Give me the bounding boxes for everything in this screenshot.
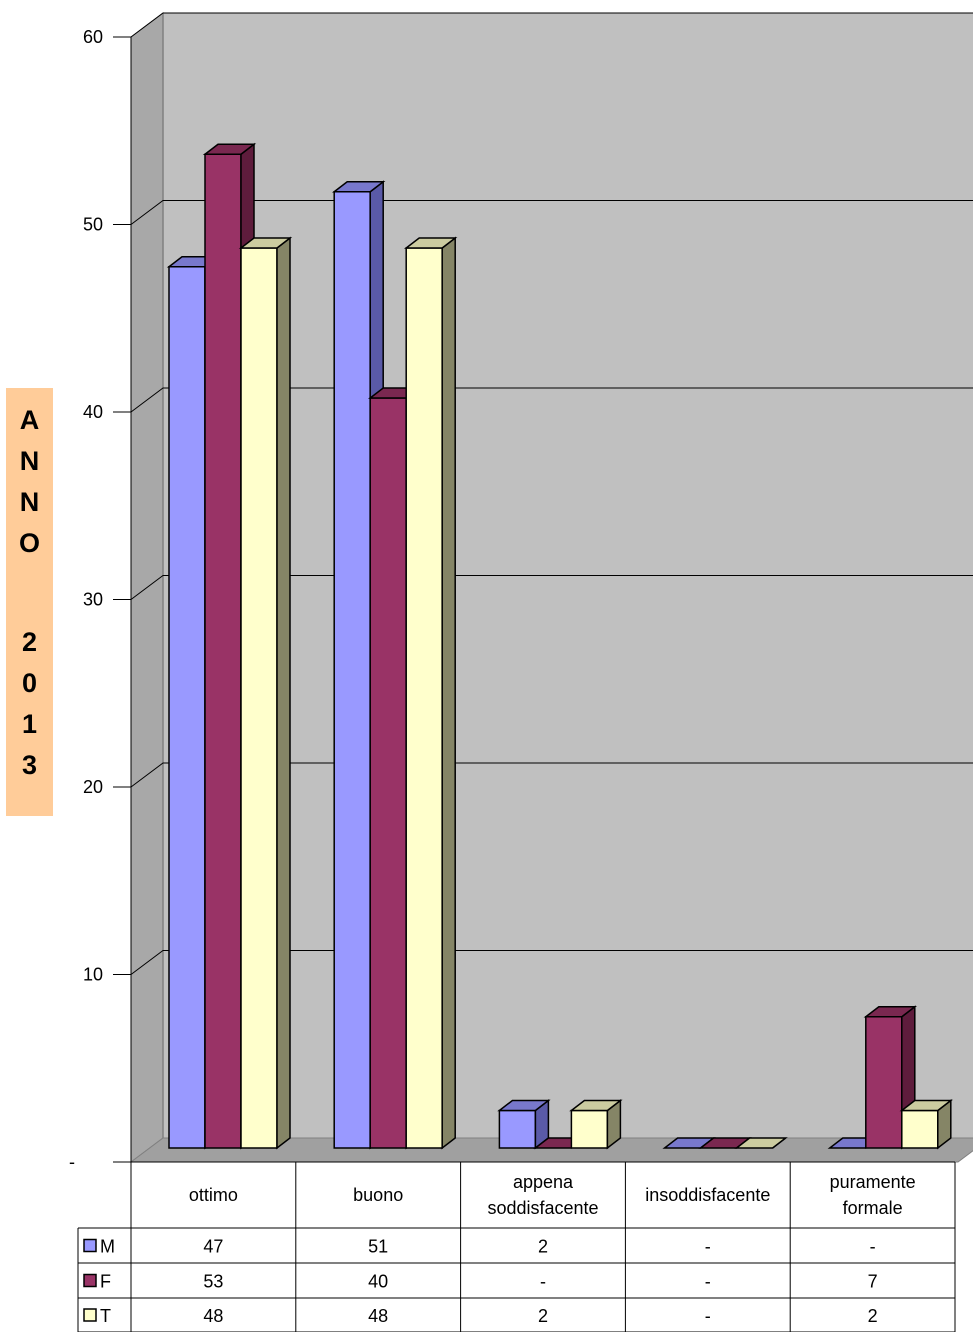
y-tick-label: 10 [83, 965, 103, 985]
table-cell: 48 [203, 1306, 223, 1326]
legend-label: M [100, 1237, 115, 1257]
bar-front [333, 191, 371, 1149]
year-label-char: 0 [21, 668, 38, 698]
bar-top [497, 1099, 551, 1112]
bar-top [331, 181, 386, 193]
bar-top [863, 1006, 918, 1018]
gridline [130, 387, 973, 413]
bar-side [441, 236, 456, 1150]
table-cell: 2 [538, 1237, 548, 1257]
year-label-char: N [19, 446, 40, 476]
year-label-char: A [19, 405, 40, 435]
legend-label: T [100, 1306, 111, 1326]
table-cell: - [705, 1306, 711, 1326]
bar-top [202, 143, 257, 155]
bar-side [276, 236, 291, 1150]
y-tick-label: 60 [83, 27, 103, 47]
year-label-char: O [18, 528, 40, 558]
gridline [130, 762, 973, 788]
bar [497, 1098, 551, 1150]
y-tick-label: 40 [83, 402, 103, 422]
bar-front [204, 153, 242, 1149]
legend-swatch [83, 1273, 97, 1288]
y-tick-label: 20 [83, 777, 103, 797]
bar-front [240, 247, 278, 1149]
category-label: insoddisfacente [645, 1185, 770, 1205]
bar-top [899, 1099, 954, 1112]
bar-top [403, 237, 458, 249]
table-cell: - [705, 1237, 711, 1257]
legend-swatch [83, 1308, 97, 1322]
bar [734, 1137, 788, 1149]
bar-front [901, 1109, 939, 1149]
table-cell: 7 [868, 1272, 878, 1292]
table-cell: 48 [368, 1306, 388, 1326]
y-tick-label: 30 [83, 590, 103, 610]
gridline [130, 950, 973, 975]
year-label-char: 2 [21, 627, 38, 657]
year-label-char: N [19, 487, 40, 517]
bar-front [369, 397, 407, 1149]
table-cell: - [870, 1237, 876, 1257]
bar [863, 1005, 918, 1150]
bar-top [238, 237, 293, 249]
category-label: appena [513, 1172, 574, 1192]
table-cell: 2 [868, 1306, 878, 1326]
bar-top [569, 1099, 623, 1112]
year-label-char: 3 [21, 750, 38, 780]
gridline [130, 200, 973, 225]
bar-front [865, 1016, 903, 1149]
bar-front [168, 266, 206, 1149]
bar-top [734, 1137, 788, 1149]
bar [899, 1098, 954, 1150]
y-tick-label: 50 [83, 215, 103, 235]
category-label: ottimo [189, 1185, 238, 1205]
bar [569, 1098, 623, 1150]
table-cell: - [705, 1272, 711, 1292]
year-label-char: 1 [21, 709, 38, 739]
table-cell: 53 [203, 1272, 223, 1292]
table-cell: 2 [538, 1306, 548, 1326]
table-cell: 40 [368, 1272, 388, 1292]
category-label: puramente [830, 1172, 916, 1192]
table-cell: 51 [368, 1237, 388, 1257]
table-cell: - [540, 1272, 546, 1292]
bar-front [570, 1109, 609, 1149]
bar-front [405, 247, 443, 1149]
gridline [130, 12, 973, 38]
year-label: A N N O 2 0 1 3 [6, 388, 53, 816]
bar [238, 236, 293, 1150]
category-label: formale [843, 1198, 903, 1218]
bar-front [498, 1109, 537, 1149]
gridline [130, 575, 973, 600]
category-label: soddisfacente [487, 1198, 598, 1218]
table-cell: 47 [203, 1237, 223, 1257]
y-tick-label: - [69, 1152, 75, 1172]
category-label: buono [353, 1185, 403, 1205]
bar [403, 236, 458, 1150]
legend-label: F [100, 1272, 111, 1292]
legend-swatch [83, 1238, 97, 1253]
